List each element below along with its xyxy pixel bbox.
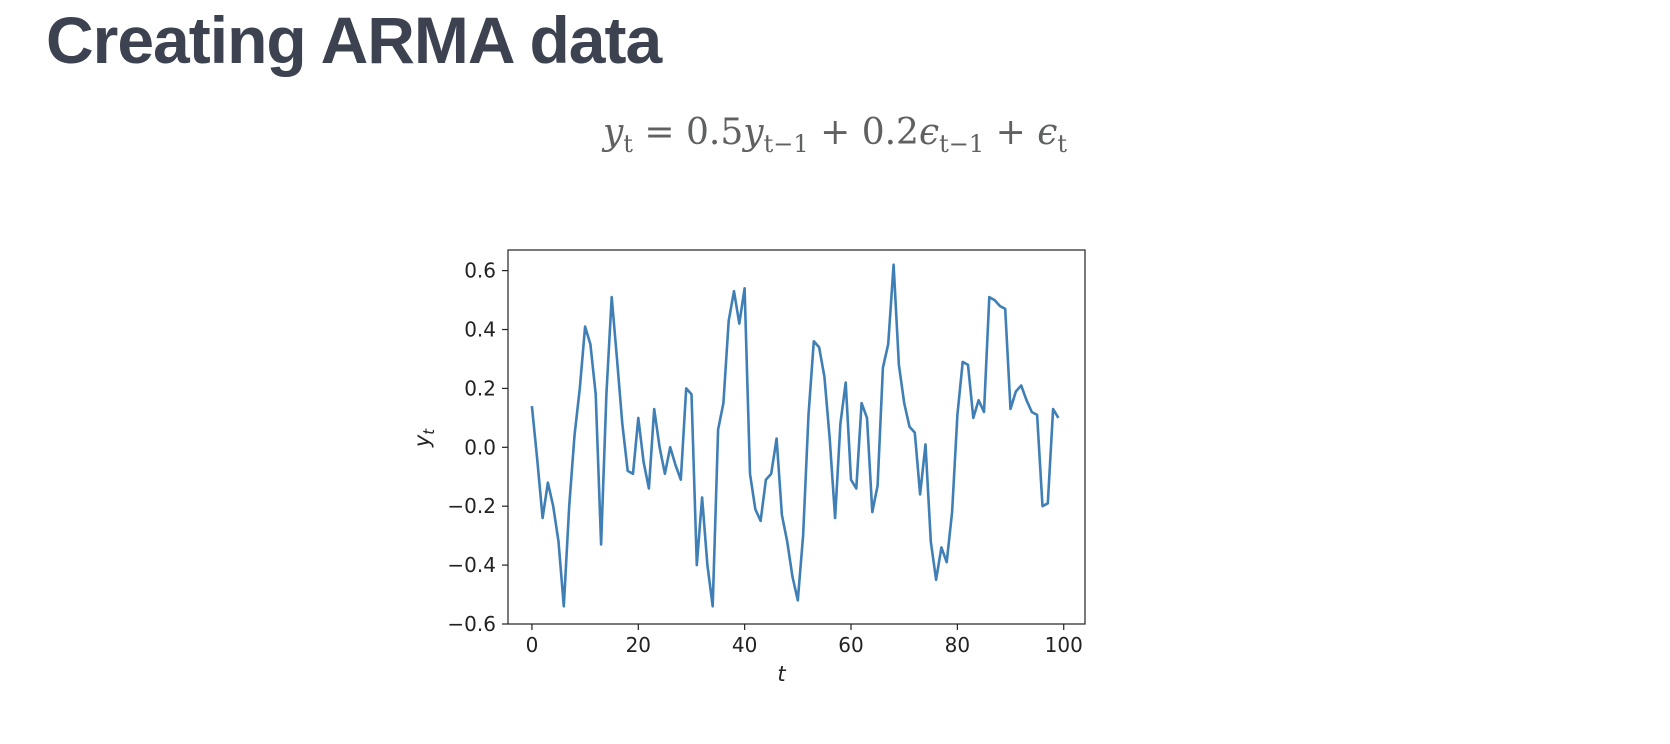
x-tick-label: 20 bbox=[626, 633, 651, 657]
y-tick-label: −0.6 bbox=[447, 612, 496, 636]
y-tick-label: 0.2 bbox=[464, 376, 496, 400]
y-tick-label: 0.6 bbox=[464, 259, 496, 283]
y-tick-label: 0.0 bbox=[464, 435, 496, 459]
equation-term: + bbox=[984, 112, 1038, 153]
y-tick-label: −0.4 bbox=[447, 553, 496, 577]
equation-subscript: t−1 bbox=[939, 130, 985, 158]
slide-title: Creating ARMA data bbox=[46, 3, 662, 77]
x-tick-label: 80 bbox=[945, 633, 970, 657]
equation-subscript: t−1 bbox=[763, 130, 809, 158]
x-tick-label: 100 bbox=[1045, 633, 1083, 657]
equation-term: + 0.2 bbox=[808, 112, 919, 153]
equation-term: ϵ bbox=[918, 112, 940, 153]
equation-subscript: t bbox=[623, 130, 633, 158]
x-tick-label: 0 bbox=[526, 633, 539, 657]
series-line bbox=[530, 263, 1060, 608]
equation-term: y bbox=[602, 112, 624, 153]
x-tick-label: 40 bbox=[732, 633, 757, 657]
equation-term: = 0.5 bbox=[632, 112, 744, 153]
y-tick-label: 0.4 bbox=[464, 318, 496, 342]
x-tick-label: 60 bbox=[838, 633, 863, 657]
equation-subscript: t bbox=[1057, 130, 1068, 158]
equation-term: ϵ bbox=[1037, 112, 1058, 153]
y-tick-label: −0.2 bbox=[447, 494, 496, 518]
plot-frame bbox=[507, 249, 1086, 625]
x-axis-label: t bbox=[777, 662, 786, 686]
equation-term: y bbox=[743, 112, 764, 153]
arma-equation: yt = 0.5yt−1 + 0.2ϵt−1 + ϵt bbox=[0, 112, 1670, 156]
y-axis-label: yt bbox=[410, 428, 438, 448]
